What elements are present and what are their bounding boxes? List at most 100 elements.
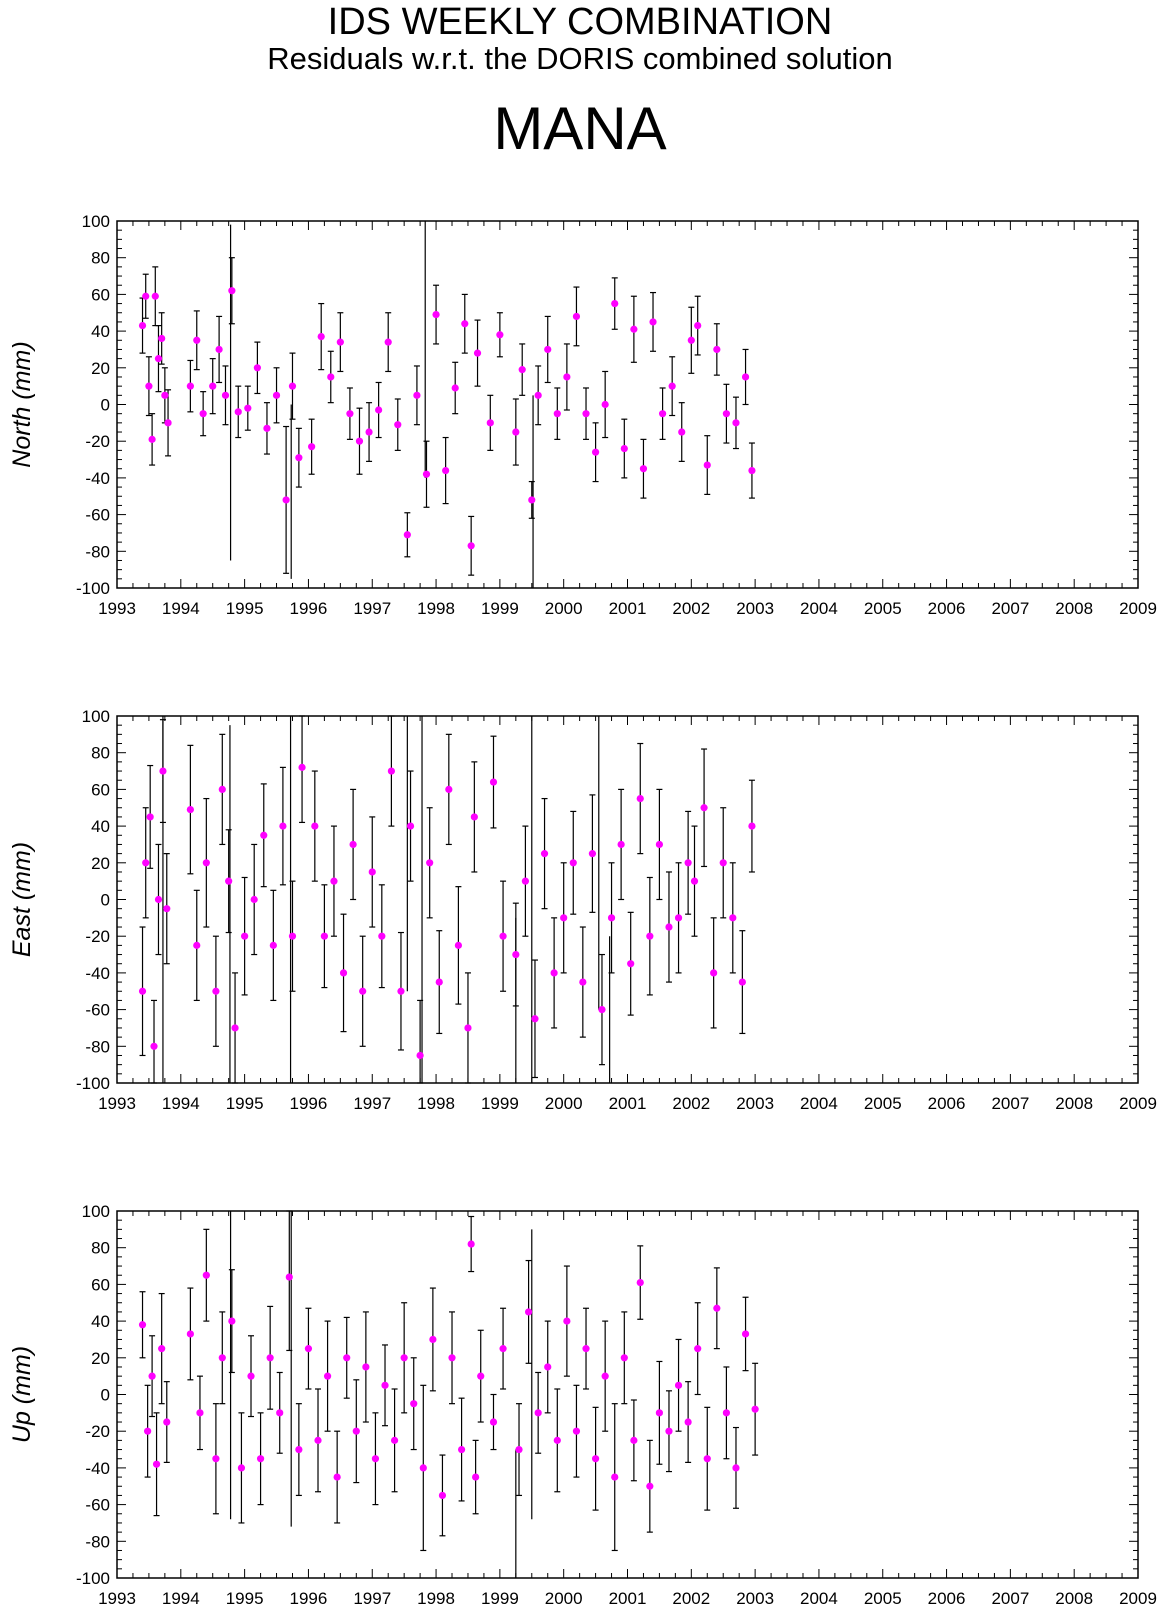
data-point — [738, 978, 746, 986]
data-point — [429, 1335, 437, 1344]
data-point — [572, 312, 581, 321]
data-point — [477, 1372, 485, 1380]
data-point — [470, 813, 478, 821]
data-point — [218, 785, 226, 794]
data-point — [365, 428, 373, 436]
x-tick-label: 2006 — [928, 1589, 966, 1608]
data-point — [524, 1308, 533, 1316]
data-point — [674, 914, 683, 922]
x-tick-label: 2009 — [1119, 1589, 1157, 1608]
data-point — [387, 767, 395, 775]
data-point — [416, 1051, 424, 1060]
data-point — [499, 1345, 507, 1353]
x-tick-label: 2008 — [1055, 1589, 1093, 1608]
data-point — [362, 1363, 370, 1371]
data-point — [285, 1273, 293, 1281]
x-tick-label: 1998 — [417, 599, 455, 618]
data-point — [152, 1460, 161, 1468]
data-point — [161, 391, 169, 399]
y-tick-label: -80 — [85, 1037, 110, 1056]
data-point — [244, 404, 252, 412]
y-tick-label: 80 — [91, 249, 110, 268]
x-tick-label: 1999 — [481, 599, 519, 618]
data-point — [218, 1354, 226, 1362]
data-point — [528, 496, 536, 504]
x-tick-label: 2007 — [991, 1589, 1029, 1608]
data-point — [359, 987, 367, 995]
data-point — [159, 767, 167, 775]
data-point — [732, 1464, 740, 1472]
x-tick-label: 2005 — [864, 599, 902, 618]
data-point — [588, 850, 597, 858]
data-point — [193, 336, 201, 344]
data-point — [202, 859, 210, 867]
data-point — [703, 1455, 711, 1463]
x-tick-label: 2000 — [545, 1094, 583, 1113]
data-point — [748, 466, 756, 475]
y-tick-label: 60 — [91, 780, 110, 799]
data-point — [209, 382, 217, 390]
data-point — [678, 428, 686, 436]
y-tick-label: -40 — [85, 1459, 110, 1478]
x-tick-label: 2000 — [545, 599, 583, 618]
x-tick-label: 1997 — [353, 1094, 391, 1113]
y-tick-label: -40 — [85, 964, 110, 983]
data-point — [534, 1409, 542, 1417]
data-point — [231, 1024, 239, 1032]
data-point — [154, 355, 163, 363]
data-point — [582, 1345, 590, 1353]
x-tick-label: 2007 — [991, 1094, 1029, 1113]
data-point — [138, 1321, 147, 1329]
data-point — [582, 410, 590, 418]
data-point — [150, 1042, 158, 1050]
x-tick-label: 2004 — [800, 1094, 838, 1113]
data-point — [308, 443, 316, 451]
data-point — [690, 877, 699, 885]
data-point — [722, 410, 731, 418]
x-tick-label: 1994 — [162, 1094, 200, 1113]
data-point — [751, 1405, 759, 1413]
plot-frame — [116, 715, 1139, 1084]
data-point — [269, 941, 277, 949]
data-point — [410, 1400, 418, 1408]
y-tick-label: -60 — [85, 1496, 110, 1515]
data-point — [288, 382, 297, 390]
data-point — [282, 496, 290, 504]
data-point — [601, 1372, 609, 1380]
data-point — [202, 1271, 210, 1279]
x-tick-label: 1996 — [290, 599, 328, 618]
x-tick-label: 2007 — [991, 599, 1029, 618]
y-tick-label: 20 — [91, 359, 110, 378]
data-point — [655, 1409, 664, 1417]
data-point — [419, 1464, 427, 1472]
data-point — [512, 428, 520, 436]
data-point — [339, 969, 348, 977]
x-tick-label: 1993 — [98, 599, 136, 618]
data-point — [142, 859, 150, 867]
data-point — [668, 382, 676, 390]
data-point — [158, 1345, 166, 1353]
data-point — [435, 978, 443, 986]
data-point — [461, 320, 469, 328]
data-point — [636, 1278, 644, 1287]
x-tick-label: 2000 — [545, 1589, 583, 1608]
y-axis-label: North (mm) — [8, 341, 36, 467]
x-tick-label: 1995 — [226, 1094, 264, 1113]
data-point — [228, 1317, 236, 1325]
data-point — [317, 333, 325, 341]
y-tick-label: 100 — [82, 212, 110, 231]
x-tick-label: 2001 — [609, 1094, 647, 1113]
x-tick-label: 2008 — [1055, 1094, 1093, 1113]
x-tick-label: 1996 — [290, 1589, 328, 1608]
x-tick-label: 1995 — [226, 599, 264, 618]
data-point — [406, 822, 415, 830]
data-point — [295, 1445, 303, 1454]
x-tick-label: 2002 — [672, 599, 710, 618]
y-tick-label: 40 — [91, 322, 110, 341]
x-tick-label: 2005 — [864, 1094, 902, 1113]
data-point — [531, 1015, 539, 1023]
data-point — [432, 310, 440, 319]
data-point — [665, 1427, 673, 1435]
data-point — [639, 465, 648, 473]
data-point — [553, 410, 561, 418]
